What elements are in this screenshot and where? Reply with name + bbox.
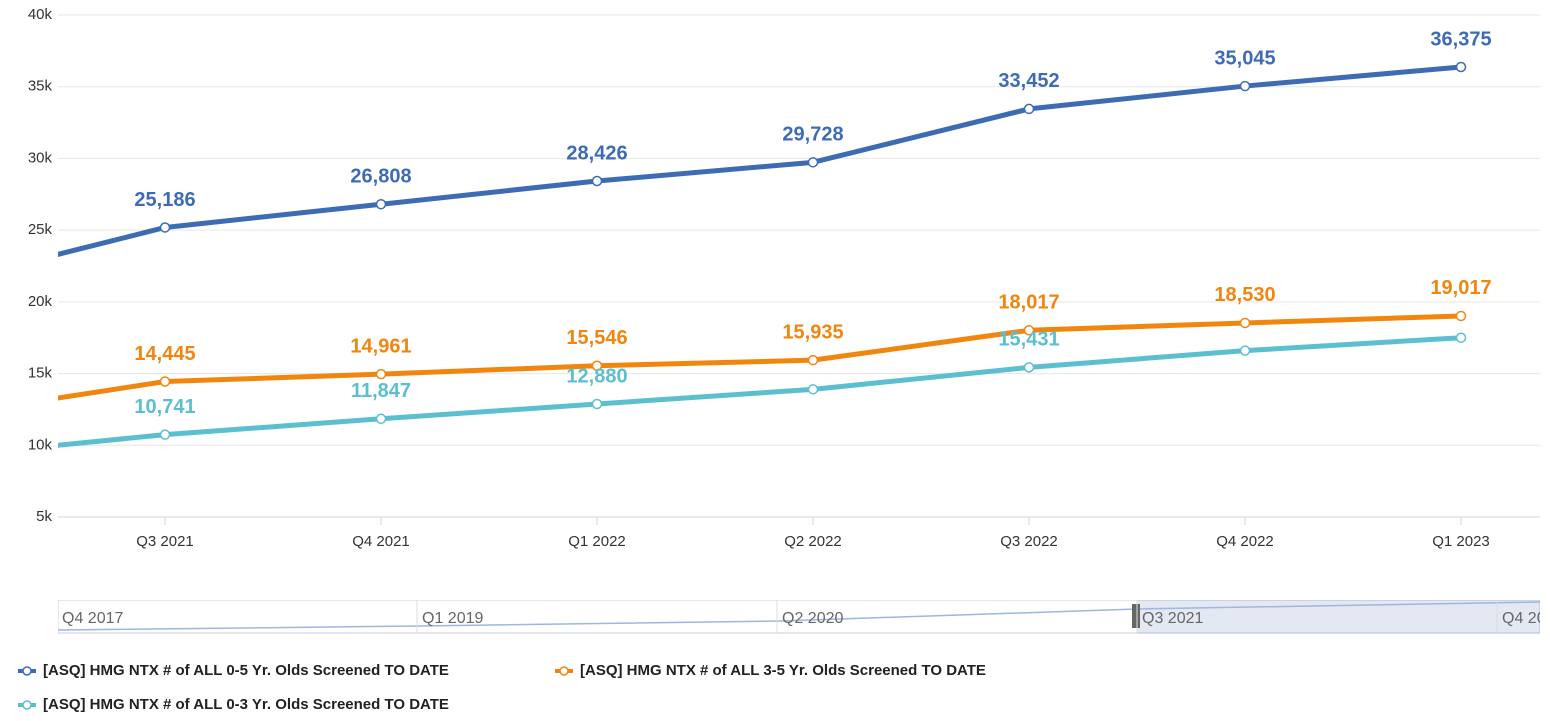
- data-label: 15,546: [566, 327, 627, 349]
- data-label: 15,935: [782, 321, 843, 343]
- data-label: 14,445: [134, 343, 195, 365]
- x-tick-label: Q2 2022: [784, 533, 842, 550]
- data-label: 36,375: [1430, 28, 1491, 50]
- data-label: 28,426: [566, 142, 627, 164]
- data-label: 18,530: [1214, 284, 1275, 306]
- point-marker: [807, 384, 819, 395]
- point-marker: [375, 368, 387, 380]
- series-line: [58, 64, 1462, 257]
- y-tick-label: 10k: [28, 436, 53, 453]
- data-label: 35,045: [1214, 47, 1275, 69]
- legend-label: [ASQ] HMG NTX # of ALL 0-3 Yr. Olds Scre…: [43, 696, 449, 713]
- point-marker: [591, 175, 603, 187]
- data-label: 11,847: [351, 380, 411, 402]
- point-marker: [1455, 332, 1467, 343]
- point-marker: [375, 198, 387, 210]
- navigator-label: Q1 2019: [422, 610, 483, 627]
- x-tick-label: Q1 2023: [1432, 533, 1490, 550]
- x-tick-label: Q3 2021: [136, 533, 194, 550]
- legend-symbol: [22, 666, 32, 676]
- data-label: 15,431: [998, 329, 1059, 351]
- data-label: 19,017: [1430, 277, 1491, 299]
- point-marker: [1455, 61, 1467, 73]
- data-label: 18,017: [998, 292, 1059, 314]
- point-marker: [1023, 325, 1035, 336]
- point-marker: [1023, 103, 1035, 115]
- data-label: 25,186: [134, 189, 195, 211]
- y-tick-label: 30k: [28, 149, 53, 166]
- y-tick-label: 40k: [28, 6, 53, 23]
- x-tick-label: Q4 2022: [1216, 533, 1274, 550]
- point-marker: [159, 376, 171, 387]
- data-label: 29,728: [782, 124, 843, 146]
- y-tick-label: 15k: [28, 365, 53, 382]
- y-tick-label: 20k: [28, 293, 53, 310]
- point-marker: [591, 398, 603, 410]
- series-line: [58, 313, 1462, 401]
- point-marker: [159, 222, 171, 233]
- point-marker: [375, 413, 387, 425]
- navigator-handle[interactable]: [1132, 604, 1140, 628]
- navigator-series: [58, 601, 1540, 631]
- point-marker: [1455, 310, 1467, 322]
- point-marker: [807, 157, 819, 168]
- point-marker: [1023, 362, 1035, 373]
- data-label: 33,452: [998, 70, 1059, 92]
- legend-label: [ASQ] HMG NTX # of ALL 3-5 Yr. Olds Scre…: [580, 662, 986, 679]
- point-marker: [807, 354, 819, 366]
- point-marker: [591, 360, 603, 371]
- y-tick-label: 5k: [36, 508, 52, 525]
- data-label: 12,880: [566, 365, 627, 387]
- navigator-label: Q4 2022: [1502, 610, 1550, 627]
- data-label: 14,961: [350, 335, 411, 357]
- navigator-label: Q3 2021: [1142, 610, 1203, 627]
- point-marker: [1239, 80, 1251, 92]
- legend-symbol: [559, 666, 569, 676]
- x-tick-label: Q3 2022: [1000, 533, 1058, 550]
- x-tick-label: Q1 2022: [568, 533, 626, 550]
- navigator-label: Q4 2017: [62, 610, 123, 627]
- y-tick-label: 25k: [28, 221, 53, 238]
- legend-label: [ASQ] HMG NTX # of ALL 0-5 Yr. Olds Scre…: [43, 662, 449, 679]
- point-marker: [1239, 345, 1251, 356]
- data-label: 26,808: [350, 165, 411, 187]
- data-label: 10,741: [134, 396, 195, 418]
- point-marker: [1239, 317, 1251, 329]
- y-tick-label: 35k: [28, 78, 53, 95]
- x-tick-label: Q4 2021: [352, 533, 410, 550]
- legend-symbol: [22, 700, 32, 710]
- series-line: [58, 335, 1462, 448]
- navigator-label: Q2 2020: [782, 610, 843, 627]
- point-marker: [159, 429, 171, 440]
